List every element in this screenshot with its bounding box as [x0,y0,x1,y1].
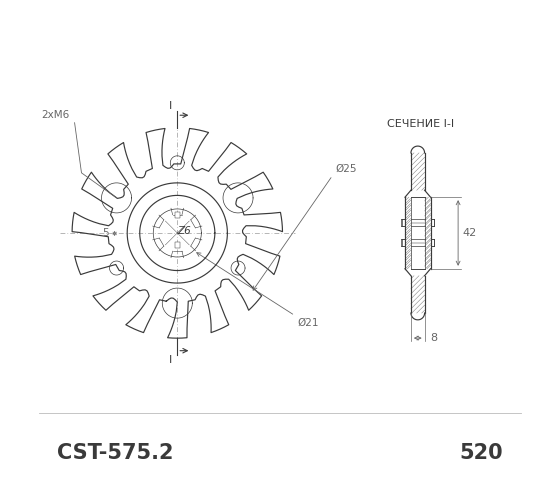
Text: Z6: Z6 [177,226,191,236]
Text: 2хМ6: 2хМ6 [41,110,69,120]
Text: 42: 42 [462,228,477,238]
Text: CST-575.2: CST-575.2 [57,443,174,463]
Text: Ø25: Ø25 [335,163,357,173]
Text: I: I [169,355,172,365]
Text: I: I [169,101,172,111]
Text: 8: 8 [431,333,438,343]
Bar [175,241,180,247]
Text: 520: 520 [459,443,503,463]
Text: СЕЧЕНИЕ I-I: СЕЧЕНИЕ I-I [387,119,454,129]
Polygon shape [411,197,424,269]
Text: Ø21: Ø21 [297,318,319,328]
Bar [175,212,180,218]
Text: 5: 5 [102,228,109,238]
Polygon shape [411,146,424,153]
Polygon shape [411,313,424,320]
